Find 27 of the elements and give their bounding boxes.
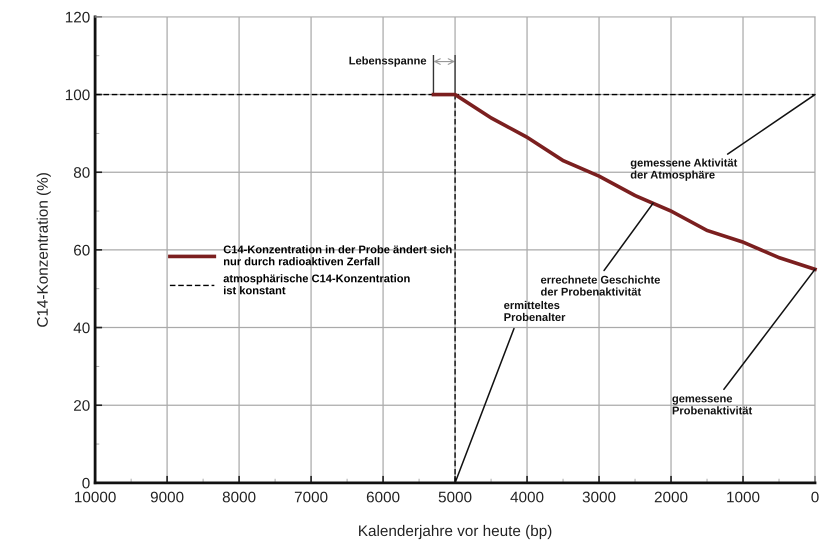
x-tick-label: 7000 [294, 492, 328, 502]
x-tick-label: 8000 [222, 492, 256, 502]
x-tick-label: 9000 [150, 492, 184, 502]
x-tick-label: 1000 [727, 492, 760, 502]
legend-label: C14-Konzentration in der Probe ändert sich nur durch radioaktiven Zerfall [224, 245, 452, 266]
x-axis-title: Kalenderjahre vor heute (bp) [359, 524, 552, 540]
annotation: errechnete Geschichte der Probenaktivität [540, 276, 660, 296]
y-tick-label: 100 [66, 89, 90, 100]
annotation: ermitteltes Probenalter [504, 300, 566, 322]
annotation: gemessene Probenaktivität [672, 396, 752, 414]
x-tick-label: 5000 [438, 492, 472, 502]
y-tick-label: 120 [66, 12, 90, 23]
y-tick-label: 40 [74, 322, 90, 334]
x-tick-label: 2000 [654, 492, 688, 502]
y-tick-label: 80 [74, 167, 90, 178]
x-tick-label: 4000 [510, 492, 544, 502]
x-tick-label: 3000 [582, 492, 616, 502]
x-tick-label: 0 [811, 492, 819, 502]
legend-label: atmosphärische C14-Konzentration ist konstant [224, 274, 410, 294]
y-tick-label: 60 [74, 244, 90, 256]
x-tick-label: 6000 [366, 492, 400, 502]
y-axis-title: C14-Konzentration (%) [36, 173, 51, 327]
annotation: gemessene Aktivität der Atmosphäre [630, 158, 738, 181]
y-tick-label: 0 [82, 478, 90, 489]
annotation: Lebensspanne [349, 56, 426, 67]
x-tick-label: 10000 [75, 492, 116, 502]
y-tick-label: 20 [74, 400, 90, 411]
